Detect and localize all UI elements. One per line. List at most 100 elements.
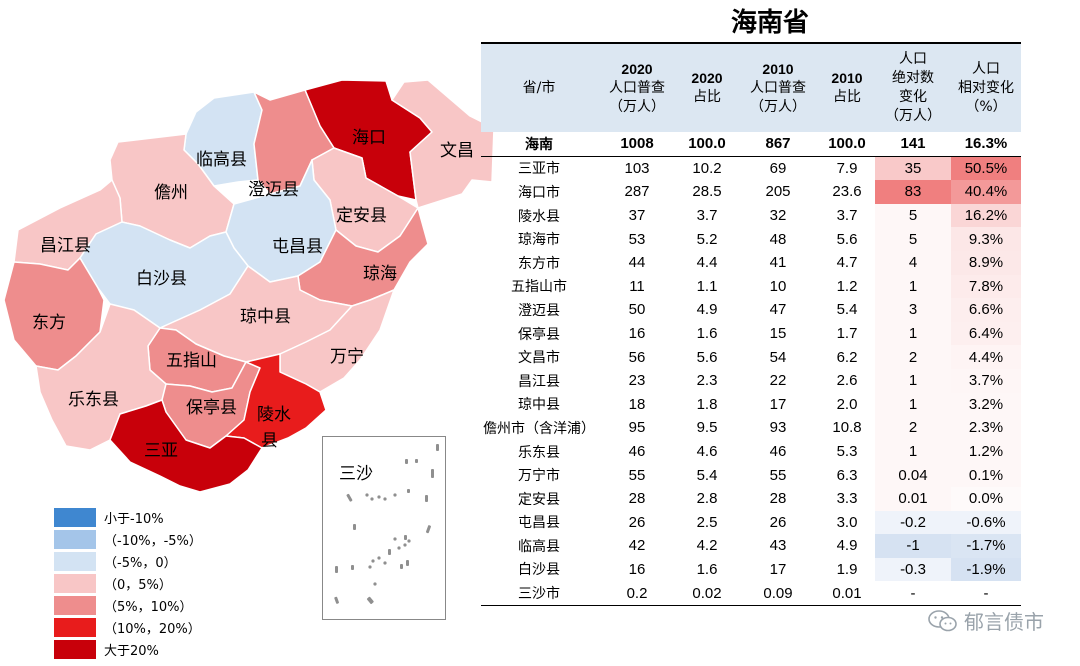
table-cell: 28 bbox=[628, 490, 646, 508]
table-cell: 五指山市 bbox=[511, 279, 567, 296]
column-header: 省/市 bbox=[481, 42, 597, 132]
column-header: 人口 绝对数 变化 （万人） bbox=[875, 42, 951, 132]
table-row: 儋州市（含洋浦） 95 9.5 93 10.8 2 2.3% bbox=[481, 416, 1021, 440]
legend-item: （10%，20%） bbox=[54, 616, 202, 638]
table-cell: 26 bbox=[628, 513, 646, 531]
table-cell: 1008 bbox=[597, 132, 677, 157]
column-header: 2010 占比 bbox=[819, 42, 875, 132]
table-cell: 17 bbox=[769, 395, 787, 413]
table-cell: 32 bbox=[769, 207, 787, 225]
table-cell: - bbox=[951, 581, 1021, 606]
table-cell: 40.4% bbox=[951, 180, 1021, 204]
table-cell: 9.5 bbox=[696, 419, 718, 437]
table-cell: 0.02 bbox=[677, 581, 737, 606]
table-cell: -1.9% bbox=[951, 557, 1021, 582]
table-cell: 1 bbox=[875, 274, 951, 299]
table-row: 澄迈县 50 4.9 47 5.4 3 6.6% bbox=[481, 298, 1021, 322]
population-table: 省/市 2020 人口普查 （万人） 2020 占比 2010 人口普查 （万人） 2010 占比人… bbox=[481, 42, 1021, 606]
legend-item: （-10%，-5%） bbox=[54, 528, 202, 550]
table-cell: 琼海市 bbox=[518, 232, 560, 249]
table-cell: 海口市 bbox=[518, 184, 560, 201]
table-row: 琼海市 53 5.2 48 5.6 5 9.3% bbox=[481, 227, 1021, 251]
table-cell: 55 bbox=[769, 466, 787, 484]
table-cell: 4.9 bbox=[836, 537, 858, 555]
table-cell: 0.01 bbox=[875, 486, 951, 511]
table-cell: 23 bbox=[628, 372, 646, 390]
table-cell: 万宁市 bbox=[518, 468, 560, 485]
legend-swatch bbox=[54, 507, 96, 527]
region-三亚 bbox=[109, 399, 263, 493]
table-cell: 2.5 bbox=[696, 513, 718, 531]
table-cell: 42 bbox=[628, 537, 646, 555]
table-cell: 1.7 bbox=[836, 325, 858, 343]
table-cell: -0.2 bbox=[875, 510, 951, 535]
region-label: 昌江县 bbox=[40, 236, 91, 256]
table-cell: 1 bbox=[875, 439, 951, 464]
table-cell: 4.6 bbox=[696, 443, 718, 461]
table-row: 文昌市 56 5.6 54 6.2 2 4.4% bbox=[481, 345, 1021, 369]
table-row: 白沙县 16 1.6 17 1.9 -0.3 -1.9% bbox=[481, 557, 1021, 582]
table-body: 海南 1008 100.0 867 100.0 141 16.3% 三亚市 103 10.2 69 7… bbox=[481, 132, 1021, 606]
table-cell: 22 bbox=[769, 372, 787, 390]
legend-item: （5%，10%） bbox=[54, 594, 202, 616]
table-cell: 56 bbox=[628, 348, 646, 366]
table-cell: 4.4 bbox=[696, 254, 718, 272]
region-label: 乐东县 bbox=[68, 390, 119, 410]
table-cell: 69 bbox=[769, 159, 787, 177]
table-cell: 44 bbox=[628, 254, 646, 272]
table-cell: 1.8 bbox=[696, 395, 718, 413]
table-cell: 10.8 bbox=[832, 419, 862, 437]
table-cell: 6.4% bbox=[951, 321, 1021, 346]
table-cell: 2 bbox=[875, 416, 951, 440]
table-cell: 100.0 bbox=[819, 132, 875, 157]
region-label: 临高县 bbox=[196, 150, 247, 170]
table-cell: 4.7 bbox=[836, 254, 858, 272]
table-cell: 澄迈县 bbox=[518, 302, 560, 319]
region-label: 陵水 bbox=[257, 405, 291, 425]
region-label: 五指山 bbox=[166, 351, 217, 371]
table-cell: 3.7% bbox=[951, 368, 1021, 393]
table-cell: 11 bbox=[629, 277, 645, 295]
table-cell: 15 bbox=[769, 325, 787, 343]
table-cell: 6.3 bbox=[836, 466, 858, 484]
table-cell: 46 bbox=[769, 443, 787, 461]
table-cell: 18 bbox=[628, 395, 646, 413]
region-label: 海口 bbox=[352, 128, 386, 148]
table-cell: 53 bbox=[628, 230, 646, 248]
table-row: 昌江县 23 2.3 22 2.6 1 3.7% bbox=[481, 368, 1021, 393]
column-header: 2020 占比 bbox=[677, 42, 737, 132]
table-cell: -0.6% bbox=[951, 510, 1021, 535]
table-cell: 5 bbox=[875, 227, 951, 251]
legend-swatch bbox=[54, 617, 96, 637]
table-cell: 三沙市 bbox=[481, 581, 597, 606]
table-cell: 1 bbox=[875, 321, 951, 346]
table-cell: 海南 bbox=[481, 132, 597, 157]
table-cell: 55 bbox=[628, 466, 646, 484]
table-cell: 6.6% bbox=[951, 298, 1021, 322]
table-cell: 16 bbox=[628, 325, 646, 343]
table-row: 屯昌县 26 2.5 26 3.0 -0.2 -0.6% bbox=[481, 510, 1021, 535]
table-cell: 1 bbox=[875, 368, 951, 393]
column-header: 人口 相对变化 （%） bbox=[951, 42, 1021, 132]
table-cell: 文昌市 bbox=[518, 350, 560, 367]
region-label: 澄迈县 bbox=[248, 180, 299, 200]
table-cell: 46 bbox=[628, 443, 646, 461]
legend-label: （-10%，-5%） bbox=[104, 533, 202, 549]
table-cell: 4.4% bbox=[951, 345, 1021, 369]
column-header: 2020 人口普查 （万人） bbox=[597, 42, 677, 132]
legend-label: （10%，20%） bbox=[104, 621, 201, 637]
table-row: 五指山市 11 1.1 10 1.2 1 7.8% bbox=[481, 274, 1021, 299]
legend-label: （-5%，0） bbox=[104, 555, 177, 571]
table-row: 陵水县 37 3.7 32 3.7 5 16.2% bbox=[481, 203, 1021, 228]
table-cell: 28.5 bbox=[692, 183, 722, 201]
table-cell: 0.2 bbox=[597, 581, 677, 606]
legend-item: （0，5%） bbox=[54, 572, 202, 594]
table-cell: 43 bbox=[769, 537, 787, 555]
table-cell: 6.2 bbox=[836, 348, 858, 366]
table-cell: 2.0 bbox=[836, 395, 858, 413]
watermark-text: 郁言债市 bbox=[964, 610, 1044, 634]
legend-swatch bbox=[54, 639, 96, 659]
table-cell: 287 bbox=[624, 183, 650, 201]
region-label: 万宁 bbox=[330, 347, 364, 367]
region-文昌 bbox=[391, 79, 495, 209]
